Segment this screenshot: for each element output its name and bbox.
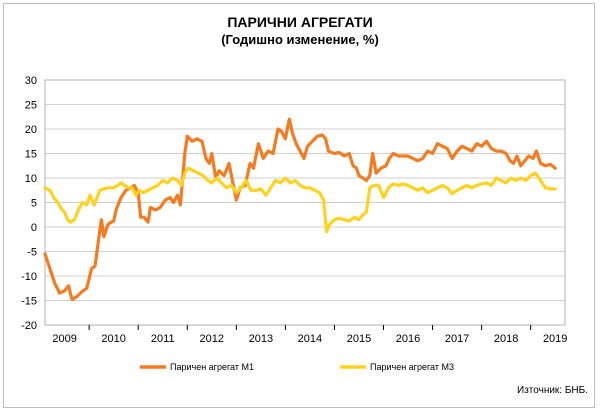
legend-label-2: Паричен агрегат М3 [370,362,454,372]
legend-label-1: Паричен агрегат М1 [170,362,254,372]
chart-subtitle: (Годишно изменение, %) [221,32,379,47]
x-tick-label: 2014 [298,333,322,345]
y-tick-label: -15 [21,296,37,308]
x-tick-label: 2016 [396,333,420,345]
x-tick-label: 2017 [445,333,469,345]
y-tick-labels: 30 25 20 15 10 5 0 -5 -10 -15 -20 [21,75,37,332]
x-tick-label: 2012 [200,333,224,345]
y-tick-label: -20 [21,320,37,332]
y-tick-label: 5 [31,198,37,210]
y-tick-label: 20 [25,124,37,136]
x-tick-labels: 2009 2010 2011 2012 2013 2014 2015 2016 2017 2018… [52,333,567,345]
x-tick-label: 2018 [494,333,518,345]
y-tick-label: -10 [21,271,37,283]
plot-area [44,79,566,326]
y-tick-label: 10 [25,173,37,185]
x-tick-label: 2010 [101,333,125,345]
y-tick-label: 25 [25,100,37,112]
series-lines [43,117,557,302]
legend: Паричен агрегат М1 Паричен агрегат М3 [140,362,454,372]
series-line-1 [43,117,557,302]
x-tick-label: 2015 [347,333,371,345]
x-tick-label: 2013 [249,333,273,345]
x-tick-label: 2009 [52,333,76,345]
y-tick-label: 15 [25,149,37,161]
chart-frame [3,3,595,408]
y-tick-label: -5 [27,247,37,259]
x-tick-label: 2019 [543,333,567,345]
x-tick-label: 2011 [151,333,175,345]
y-tick-label: 30 [25,75,37,87]
grid-lines [44,79,566,330]
series-line-2 [43,166,557,234]
y-tick-label: 0 [31,222,37,234]
chart-title: ПАРИЧНИ АГРЕГАТИ [227,14,373,30]
source-note: Източник: БНБ. [517,385,588,396]
